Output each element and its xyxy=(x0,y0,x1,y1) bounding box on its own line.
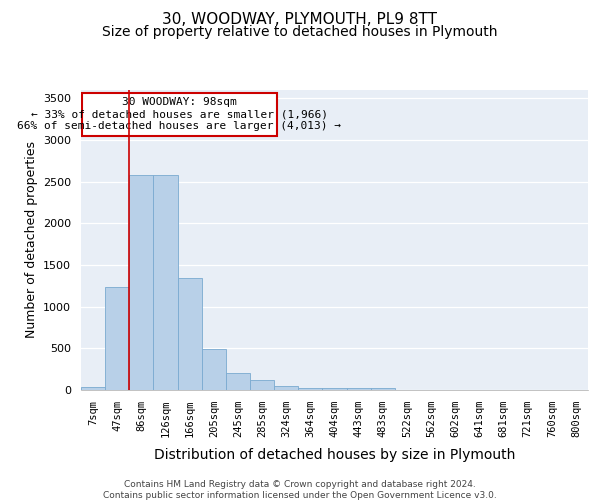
Text: Contains HM Land Registry data © Crown copyright and database right 2024.: Contains HM Land Registry data © Crown c… xyxy=(124,480,476,489)
Bar xyxy=(226,374,250,390)
Text: Size of property relative to detached houses in Plymouth: Size of property relative to detached ho… xyxy=(102,25,498,39)
Bar xyxy=(82,92,277,136)
Bar xyxy=(178,278,202,390)
Bar xyxy=(274,386,298,390)
Y-axis label: Number of detached properties: Number of detached properties xyxy=(25,142,38,338)
Bar xyxy=(81,386,105,390)
Bar xyxy=(298,388,322,390)
Bar xyxy=(202,349,226,390)
Bar xyxy=(154,175,178,390)
Text: 66% of semi-detached houses are larger (4,013) →: 66% of semi-detached houses are larger (… xyxy=(17,122,341,132)
Bar xyxy=(371,388,395,390)
Bar xyxy=(105,286,129,390)
Bar xyxy=(250,380,274,390)
Text: 30 WOODWAY: 98sqm: 30 WOODWAY: 98sqm xyxy=(122,96,237,106)
Text: Contains public sector information licensed under the Open Government Licence v3: Contains public sector information licen… xyxy=(103,491,497,500)
X-axis label: Distribution of detached houses by size in Plymouth: Distribution of detached houses by size … xyxy=(154,448,515,462)
Bar xyxy=(347,388,371,390)
Bar xyxy=(322,388,347,390)
Text: 30, WOODWAY, PLYMOUTH, PL9 8TT: 30, WOODWAY, PLYMOUTH, PL9 8TT xyxy=(163,12,437,28)
Bar xyxy=(129,175,154,390)
Text: ← 33% of detached houses are smaller (1,966): ← 33% of detached houses are smaller (1,… xyxy=(31,109,328,119)
